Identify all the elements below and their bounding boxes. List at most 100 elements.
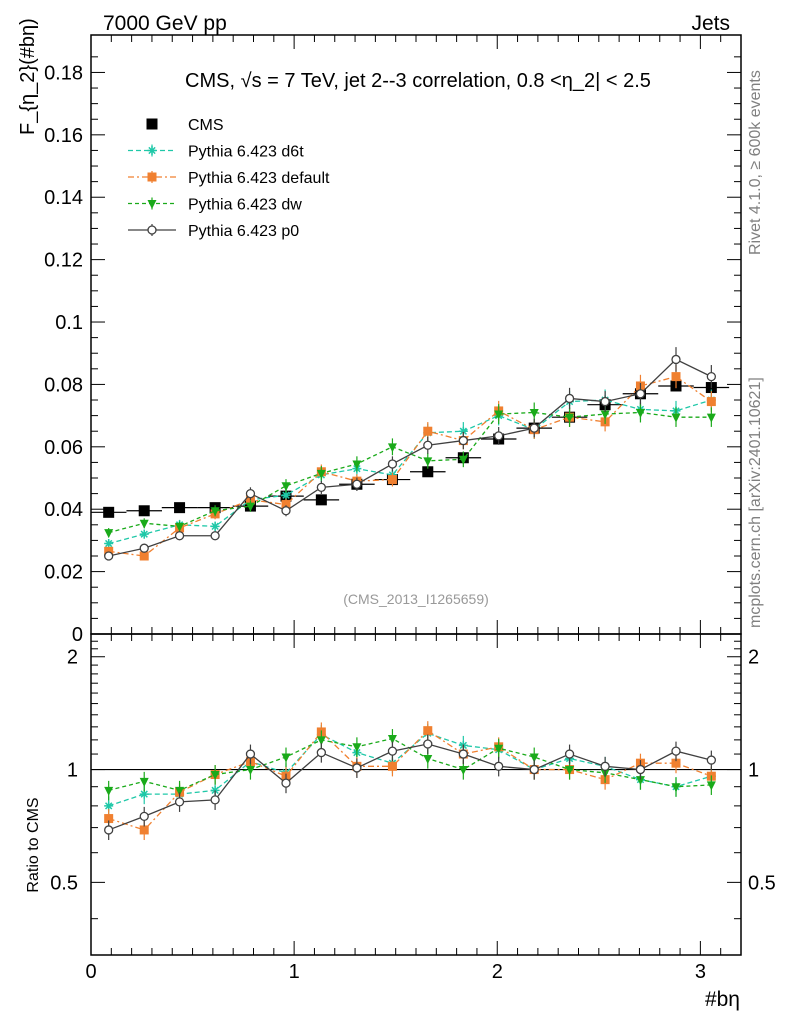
ratio-y-axis-label: Ratio to CMS [25,797,42,892]
ratio-point-p0 [494,761,504,771]
main-axes: 0 0.02 0.04 0.06 0.08 0.1 0.12 0.14 0.16 0.18 [44,35,742,646]
legend-label-d6t: Pythia 6.423 d6t [188,144,304,161]
ratio-point-dw [175,786,185,796]
data-point-default [281,500,291,510]
ratio-point-p0 [245,749,256,759]
x-axis-label: #bη [705,988,740,1011]
ratio-point-dw [423,755,433,765]
y-tick-label: 0.1 [55,312,83,334]
ratio-point-dw [245,766,255,776]
data-point-p0 [458,435,468,446]
data-point-dw [139,519,149,529]
ratio-point-default [387,761,397,771]
data-point-dw [352,460,362,470]
ratio-point-dw [458,766,468,776]
data-point-dw [281,482,291,492]
ratio-tick-label-right: 0.5 [748,872,776,894]
series-line-d6t [108,399,712,545]
legend-label-default: Pythia 6.423 default [188,170,330,187]
data-point-d6t [458,426,468,436]
data-point-p0 [494,431,504,441]
ratio-line-p0 [108,743,712,831]
ratio-point-dw [387,735,397,745]
ratio-point-p0 [210,795,220,805]
legend-label-p0: Pythia 6.423 p0 [188,223,299,240]
series-line-dw [108,411,712,534]
x-tick-label: 2 [492,961,503,983]
data-point-dw [529,408,539,418]
data-point-dw [104,529,114,539]
y-tick-label: 0.02 [44,562,83,584]
legend-marker-d6t [147,146,157,155]
data-point-dw [494,410,504,420]
data-point-p0 [352,479,362,489]
data-point-dw [316,469,326,479]
data-point-cms [315,494,327,506]
data-point-p0 [387,459,398,469]
ratio-point-dw [565,766,575,776]
y-tick-label: 0 [72,624,83,646]
ratio-point-p0 [387,746,398,756]
ratio-point-dw [671,783,681,793]
data-point-p0 [600,396,610,407]
energy-label: 7000 GeV pp [103,12,227,35]
x-tick-label: 1 [289,961,300,983]
ratio-axes: 0 1 2 3 0.5 0.5 1 1 2 2 [50,634,776,983]
ratio-point-dw [706,781,716,791]
data-point-dw [671,413,681,423]
data-point-p0 [104,551,114,561]
legend-marker-default [147,172,157,182]
ratio-tick-label: 0.5 [50,872,78,894]
ratio-plot-frame [90,633,742,956]
data-point-p0 [210,531,220,541]
data-point-p0 [174,531,185,541]
data-point-cms [103,506,115,518]
ratio-point-dw [281,753,291,763]
data-point-d6t [281,490,291,500]
ratio-point-p0 [281,778,291,788]
data-point-default [387,475,397,485]
data-point-cms [422,466,434,478]
ratio-point-p0 [671,746,681,756]
y-tick-label: 0.04 [44,499,83,521]
data-point-default [423,426,433,436]
chart-title: CMS, √s = 7 TeV, jet 2--3 correlation, 0… [185,70,651,92]
data-point-cms [138,505,150,517]
ratio-point-dw [635,776,645,786]
legend-marker-dw [147,200,157,209]
mcplots-label: mcplots.cern.ch [arXiv:2401.10621] [747,377,764,628]
ratio-series-group [104,721,716,841]
ratio-point-p0 [706,755,716,765]
data-point-p0 [316,482,326,493]
data-point-default [671,372,681,382]
ratio-point-d6t [104,801,114,811]
ratio-point-default [104,814,114,824]
legend-marker-cms [146,118,158,130]
y-tick-label: 0.18 [44,62,83,84]
data-point-p0 [529,423,539,433]
ratio-point-d6t [210,785,220,795]
legend-marker-p0 [147,225,157,235]
jets-label: Jets [691,12,730,35]
data-point-dw [175,522,185,532]
rivet-label: Rivet 4.1.0, ≥ 600k events [747,70,764,255]
ratio-point-dw [494,744,504,754]
ratio-point-p0 [104,825,114,835]
ratio-point-p0 [316,747,326,758]
data-point-d6t [104,539,114,549]
y-axis-label: F_{η_2}(#bη) [17,18,39,135]
data-point-dw [565,413,575,423]
ratio-point-p0 [352,763,362,773]
legend-label-cms: CMS [188,117,224,134]
legend: CMS Pythia 6.423 d6t Pythia 6.423 default P… [128,117,330,240]
data-point-p0 [671,354,681,365]
data-point-p0 [281,506,291,516]
ratio-tick-label-right: 1 [748,760,759,782]
data-point-default [706,397,716,407]
ratio-tick-label: 1 [67,760,78,782]
data-point-dw [706,413,716,423]
data-point-cms [174,502,186,514]
y-tick-label: 0.12 [44,250,83,272]
data-point-dw [423,457,433,467]
